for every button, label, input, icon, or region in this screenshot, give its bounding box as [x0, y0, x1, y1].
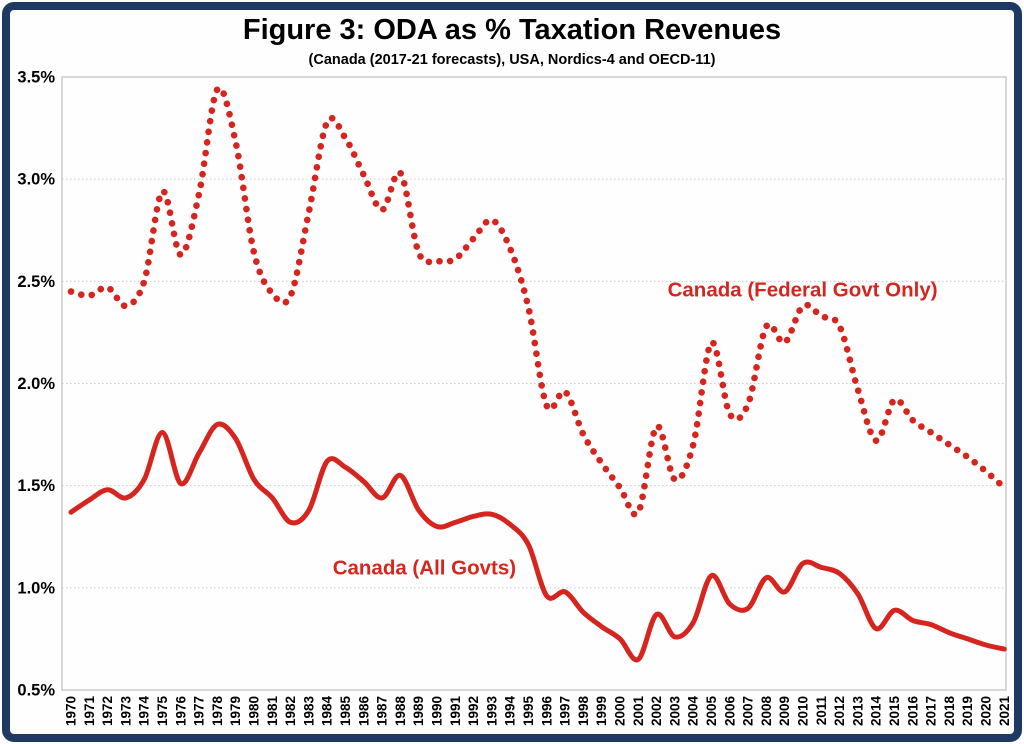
series-label: Canada (All Govts)	[333, 556, 516, 579]
x-axis-tick-label: 1975	[155, 696, 170, 727]
y-axis-tick-label: 3.5%	[17, 69, 55, 87]
x-axis-tick-label: 1973	[118, 696, 133, 727]
x-axis-tick-label: 1983	[301, 696, 316, 727]
series-label: Canada (Federal Govt Only)	[668, 279, 938, 302]
x-axis-tick-label: 1976	[173, 696, 188, 727]
x-axis-tick-label: 2013	[850, 696, 865, 727]
x-axis-tick-label: 1994	[503, 696, 518, 727]
x-axis-tick-label: 1982	[283, 696, 298, 726]
x-axis-tick-label: 2006	[722, 696, 737, 727]
x-axis-tick-label: 2012	[832, 696, 847, 726]
y-axis-tick-label: 1.0%	[17, 579, 55, 597]
x-axis-tick-label: 2010	[796, 696, 811, 726]
y-axis-tick-label: 3.0%	[17, 171, 55, 189]
x-axis-tick-label: 1979	[228, 696, 243, 726]
x-axis-tick-label: 2008	[759, 696, 774, 727]
x-axis-tick-label: 2020	[979, 696, 994, 726]
chart-title: Figure 3: ODA as % Taxation Revenues	[242, 14, 782, 46]
x-axis-tick-label: 1980	[247, 696, 262, 726]
x-axis-tick-label: 1991	[448, 696, 463, 727]
series-line-federal-dotted	[67, 84, 1008, 518]
x-axis-tick-label: 1987	[375, 696, 390, 726]
x-axis-tick-label: 2003	[667, 696, 682, 727]
y-axis-tick-label: 2.0%	[17, 375, 55, 393]
x-axis-tick-label: 2017	[924, 696, 939, 726]
x-axis-tick-label: 2019	[960, 696, 975, 726]
chart-subtitle: (Canada (2017-21 forecasts), USA, Nordic…	[308, 52, 716, 68]
x-axis-tick-label: 1999	[594, 696, 609, 726]
x-axis-tick-label: 2014	[869, 696, 884, 727]
x-axis-tick-label: 1995	[521, 696, 536, 727]
plot-border	[61, 76, 1007, 691]
x-axis-tick-label: 2005	[704, 696, 719, 727]
y-axis-tick-label: 0.5%	[17, 682, 55, 700]
x-axis-tick-label: 1998	[576, 696, 591, 727]
x-axis-tick-label: 1971	[82, 696, 97, 727]
x-axis-tick-label: 1985	[338, 696, 353, 727]
x-axis-tick-label: 2011	[814, 696, 829, 726]
x-axis-tick-label: 1972	[100, 696, 115, 726]
x-axis-tick-label: 2021	[997, 696, 1012, 727]
x-axis-tick-label: 1988	[393, 696, 408, 727]
x-axis-tick-label: 2000	[613, 696, 628, 726]
x-axis-tick-label: 1974	[137, 696, 152, 727]
x-axis-tick-label: 2018	[942, 696, 957, 727]
x-axis-tick-label: 2004	[686, 696, 701, 727]
x-axis-tick-label: 2015	[887, 696, 902, 727]
y-axis-tick-label: 2.5%	[17, 273, 55, 291]
x-axis-tick-label: 2002	[649, 696, 664, 726]
x-axis-tick-label: 1990	[430, 696, 445, 726]
x-axis-tick-label: 1981	[265, 696, 280, 727]
x-axis-tick-label: 1986	[356, 696, 371, 727]
x-axis-tick-label: 1996	[539, 696, 554, 727]
series-line-all-govts-solid	[68, 421, 1007, 663]
x-axis-tick-label: 1993	[484, 696, 499, 727]
x-axis-tick-label: 2001	[631, 696, 646, 727]
x-axis-tick-label: 1978	[210, 696, 225, 727]
x-axis-tick-label: 2016	[905, 696, 920, 727]
y-axis-tick-label: 1.5%	[17, 477, 55, 495]
x-axis-tick-label: 1984	[320, 696, 335, 727]
x-axis-tick-label: 1970	[64, 696, 79, 726]
x-axis-tick-label: 1992	[466, 696, 481, 726]
x-axis-tick-label: 1997	[558, 696, 573, 726]
x-axis-tick-label: 1977	[192, 696, 207, 726]
x-axis-tick-label: 2007	[741, 696, 756, 726]
x-axis-tick-label: 1989	[411, 696, 426, 726]
x-axis-tick-label: 2009	[777, 696, 792, 726]
